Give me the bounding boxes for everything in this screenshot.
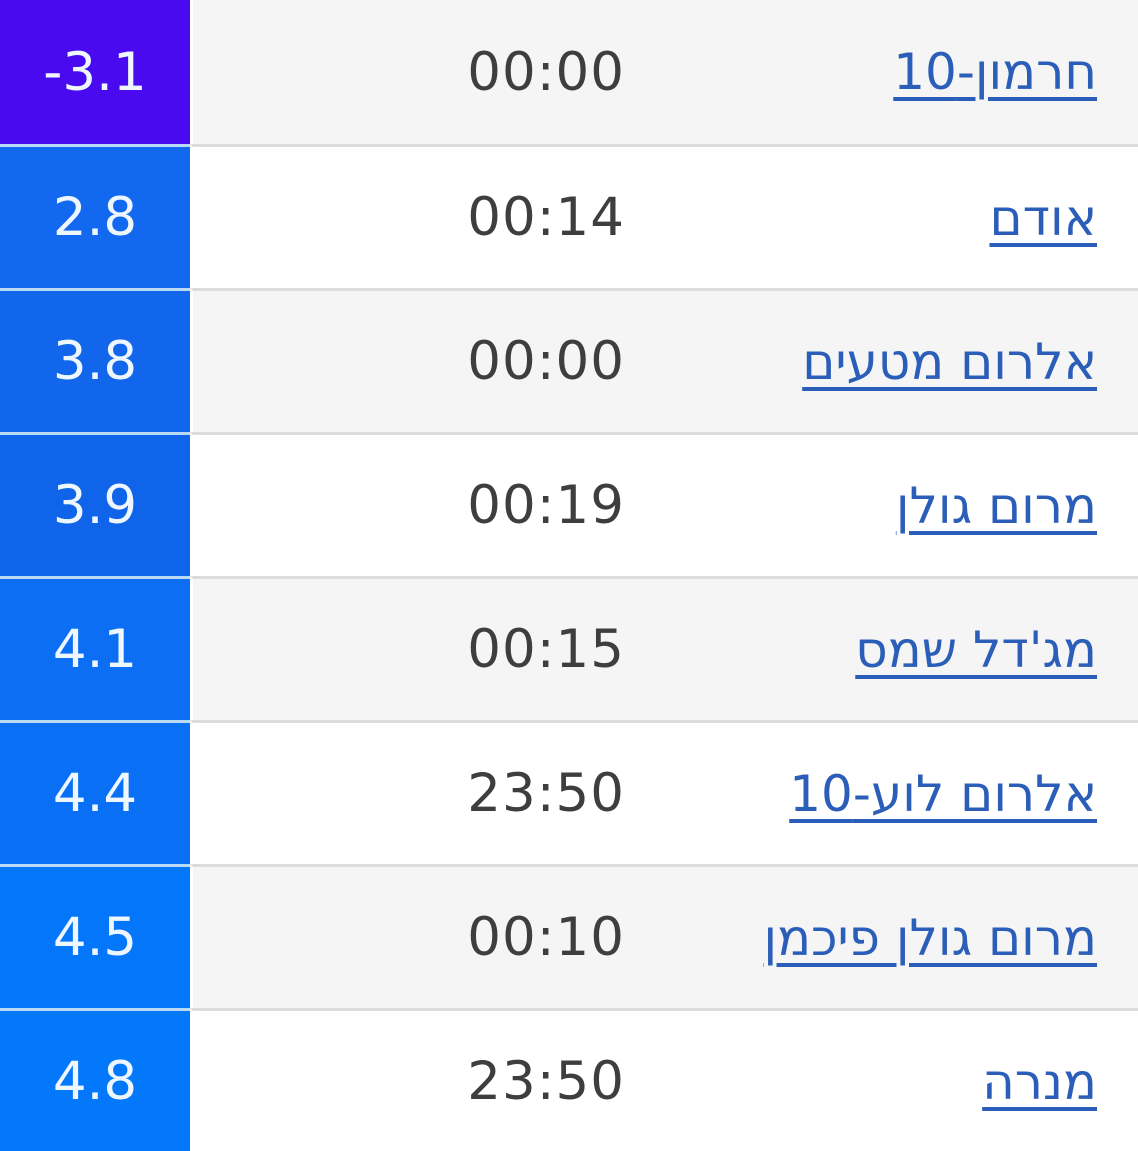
- station-cell: אודם: [625, 189, 1138, 247]
- temperature-value: 4.5: [52, 907, 138, 968]
- table-row: -3.1 00:00 חרמון-10: [0, 0, 1138, 144]
- temperature-value: 4.1: [52, 619, 138, 680]
- temperature-value: -3.1: [43, 41, 147, 103]
- station-cell: מרום גולן פיכמן: [625, 909, 1138, 967]
- time-cell: 23:50: [467, 763, 625, 824]
- temperature-cell: 4.5: [0, 864, 190, 1008]
- station-link[interactable]: מג'דל שמס: [855, 620, 1097, 679]
- station-cell: מרום גולן: [625, 477, 1138, 535]
- temperature-value: 4.8: [52, 1051, 138, 1112]
- time-cell: 00:19: [467, 475, 625, 536]
- table-row: 4.4 23:50 אלרום לוע-10: [0, 720, 1138, 864]
- temperature-value: 3.9: [52, 475, 138, 536]
- time-cell: 23:50: [467, 1051, 625, 1112]
- temperature-cell: 3.9: [0, 432, 190, 576]
- row-body: 00:14 אודם: [190, 144, 1138, 288]
- station-cell: חרמון-10: [625, 43, 1138, 101]
- row-body: 23:50 אלרום לוע-10: [190, 720, 1138, 864]
- temperature-cell: 4.8: [0, 1008, 190, 1151]
- station-cell: מנרה: [625, 1053, 1138, 1111]
- time-cell: 00:10: [467, 907, 625, 968]
- time-cell: 00:00: [467, 331, 625, 392]
- temperature-value: 2.8: [52, 187, 138, 248]
- table-row: 4.5 00:10 מרום גולן פיכמן: [0, 864, 1138, 1008]
- table-row: 2.8 00:14 אודם: [0, 144, 1138, 288]
- row-body: 23:50 מנרה: [190, 1008, 1138, 1151]
- station-cell: אלרום לוע-10: [625, 765, 1138, 823]
- table-row: 4.8 23:50 מנרה: [0, 1008, 1138, 1151]
- temperature-cell: 2.8: [0, 144, 190, 288]
- row-body: 00:10 מרום גולן פיכמן: [190, 864, 1138, 1008]
- table-row: 4.1 00:15 מג'דל שמס: [0, 576, 1138, 720]
- row-body: 00:00 חרמון-10: [190, 0, 1138, 144]
- station-link[interactable]: מנרה: [982, 1052, 1097, 1111]
- table-row: 3.8 00:00 אלרום מטעים: [0, 288, 1138, 432]
- station-link[interactable]: אלרום לוע-10: [789, 764, 1097, 823]
- station-cell: מג'דל שמס: [625, 621, 1138, 679]
- station-cell: אלרום מטעים: [625, 333, 1138, 391]
- row-body: 00:15 מג'דל שמס: [190, 576, 1138, 720]
- temperature-cell: 3.8: [0, 288, 190, 432]
- time-cell: 00:14: [467, 187, 625, 248]
- row-body: 00:00 אלרום מטעים: [190, 288, 1138, 432]
- temperature-cell: 4.1: [0, 576, 190, 720]
- station-link[interactable]: אודם: [989, 188, 1097, 247]
- station-link[interactable]: מרום גולן פיכמן: [763, 908, 1097, 967]
- temperature-cell: 4.4: [0, 720, 190, 864]
- row-body: 00:19 מרום גולן: [190, 432, 1138, 576]
- temperature-value: 4.4: [52, 763, 138, 824]
- table-row: 3.9 00:19 מרום גולן: [0, 432, 1138, 576]
- time-cell: 00:00: [467, 41, 625, 103]
- temperature-value: 3.8: [52, 331, 138, 392]
- station-link[interactable]: מרום גולן: [895, 476, 1097, 535]
- station-link[interactable]: חרמון-10: [893, 43, 1097, 101]
- temperature-cell: -3.1: [0, 0, 190, 144]
- station-link[interactable]: אלרום מטעים: [802, 332, 1097, 391]
- time-cell: 00:15: [467, 619, 625, 680]
